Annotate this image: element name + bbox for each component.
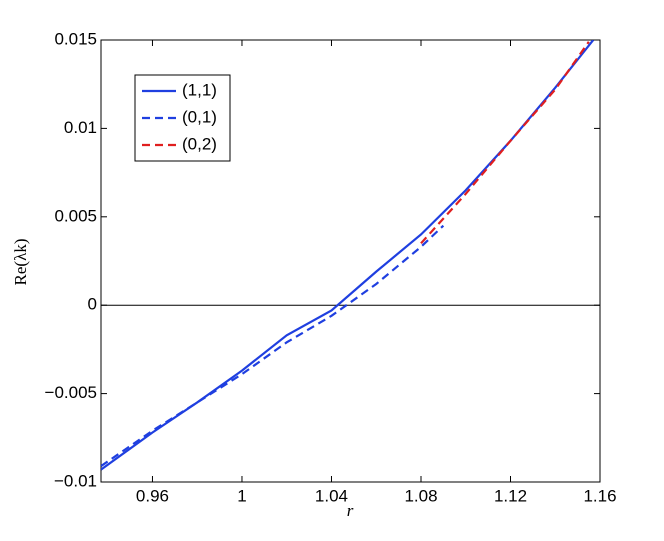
legend-label: (1,1) [182,80,217,99]
x-tick-label: 1.16 [583,486,616,505]
y-axis-label: Re(λk) [11,239,30,286]
legend-label: (0,1) [182,107,217,126]
legend [134,74,231,162]
series-line [101,224,445,467]
legend-label: (0,2) [182,134,217,153]
y-tick-label: 0.015 [54,29,97,48]
x-axis-label: r [347,501,354,520]
y-tick-label: 0.005 [54,206,97,225]
x-tick-label: 1.08 [404,486,437,505]
y-tick-label: −0.005 [45,383,97,402]
x-tick-label: 0.96 [136,486,169,505]
plot-frame [100,39,601,483]
x-tick-label: 1.04 [315,486,348,505]
x-tick-label: 1 [237,486,246,505]
series-line [420,41,590,245]
y-tick-label: 0.01 [64,118,97,137]
y-tick-label: −0.01 [54,471,97,490]
y-tick-label: 0 [88,295,97,314]
x-tick-label: 1.12 [494,486,527,505]
